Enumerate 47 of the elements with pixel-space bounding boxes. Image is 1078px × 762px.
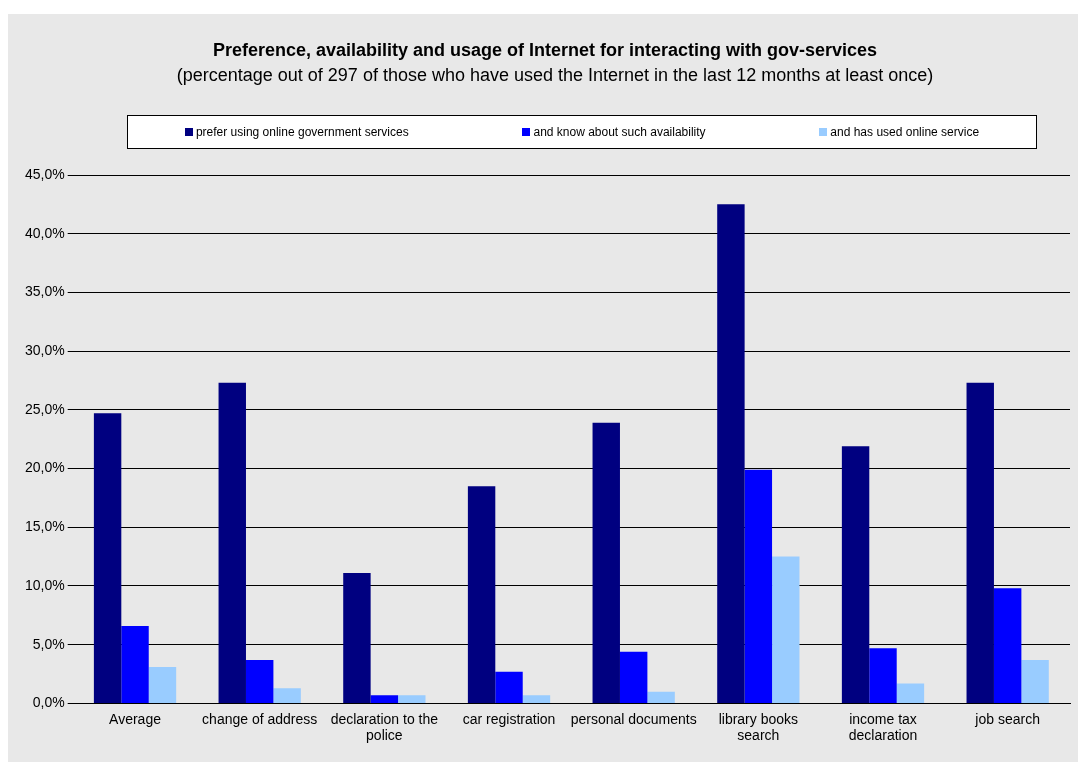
y-tick-label: 10,0% [24, 576, 65, 593]
legend-label: and know about such availability [533, 125, 706, 139]
legend-label: and has used online service [830, 125, 980, 139]
y-tick-label: 35,0% [24, 283, 65, 300]
x-tick-label: Average [109, 710, 162, 727]
bar [245, 659, 274, 703]
bar [717, 204, 745, 703]
legend-label: prefer using online government services [195, 125, 409, 139]
bar [93, 413, 122, 703]
bar [841, 446, 870, 703]
bar [273, 688, 301, 703]
bar [619, 651, 648, 703]
x-tick-label: job search [974, 710, 1040, 727]
x-tick-label: car registration [462, 710, 556, 727]
bar [398, 695, 426, 703]
y-tick-label: 15,0% [24, 518, 65, 535]
y-tick-label: 40,0% [24, 224, 65, 241]
y-tick-label: 5,0% [32, 635, 65, 652]
bar [869, 648, 897, 703]
bar [647, 691, 675, 703]
y-tick-label: 25,0% [24, 400, 65, 417]
y-tick-label: 30,0% [24, 341, 65, 358]
x-tick-label: income tax declaration [848, 710, 918, 744]
y-tick-label: 20,0% [24, 459, 65, 476]
chart-title: Preference, availability and usage of Internet for interacting with gov-services [211, 40, 879, 61]
bar [993, 588, 1022, 703]
bar [148, 667, 177, 703]
bar [467, 486, 496, 703]
bar [744, 469, 773, 703]
x-tick-label: change of address [202, 710, 318, 727]
bar [592, 422, 620, 703]
x-tick-label: personal documents [570, 710, 697, 727]
bar [772, 556, 800, 703]
bar [343, 573, 371, 703]
bar [495, 671, 523, 703]
chart-subtitle: (percentage out of 297 of those who have used the Internet in the last 12 months at least once) [175, 64, 935, 87]
bar [966, 382, 994, 703]
y-tick-label: 45,0% [24, 165, 65, 182]
y-tick-label: 0,0% [32, 694, 65, 711]
x-tick-label: declaration to the police [330, 710, 439, 744]
bar [218, 382, 246, 703]
x-tick-label: library books search [718, 710, 799, 744]
bar [896, 683, 925, 703]
bar [1021, 659, 1049, 703]
bar [522, 695, 551, 703]
bar [121, 625, 149, 703]
bar [370, 695, 399, 703]
